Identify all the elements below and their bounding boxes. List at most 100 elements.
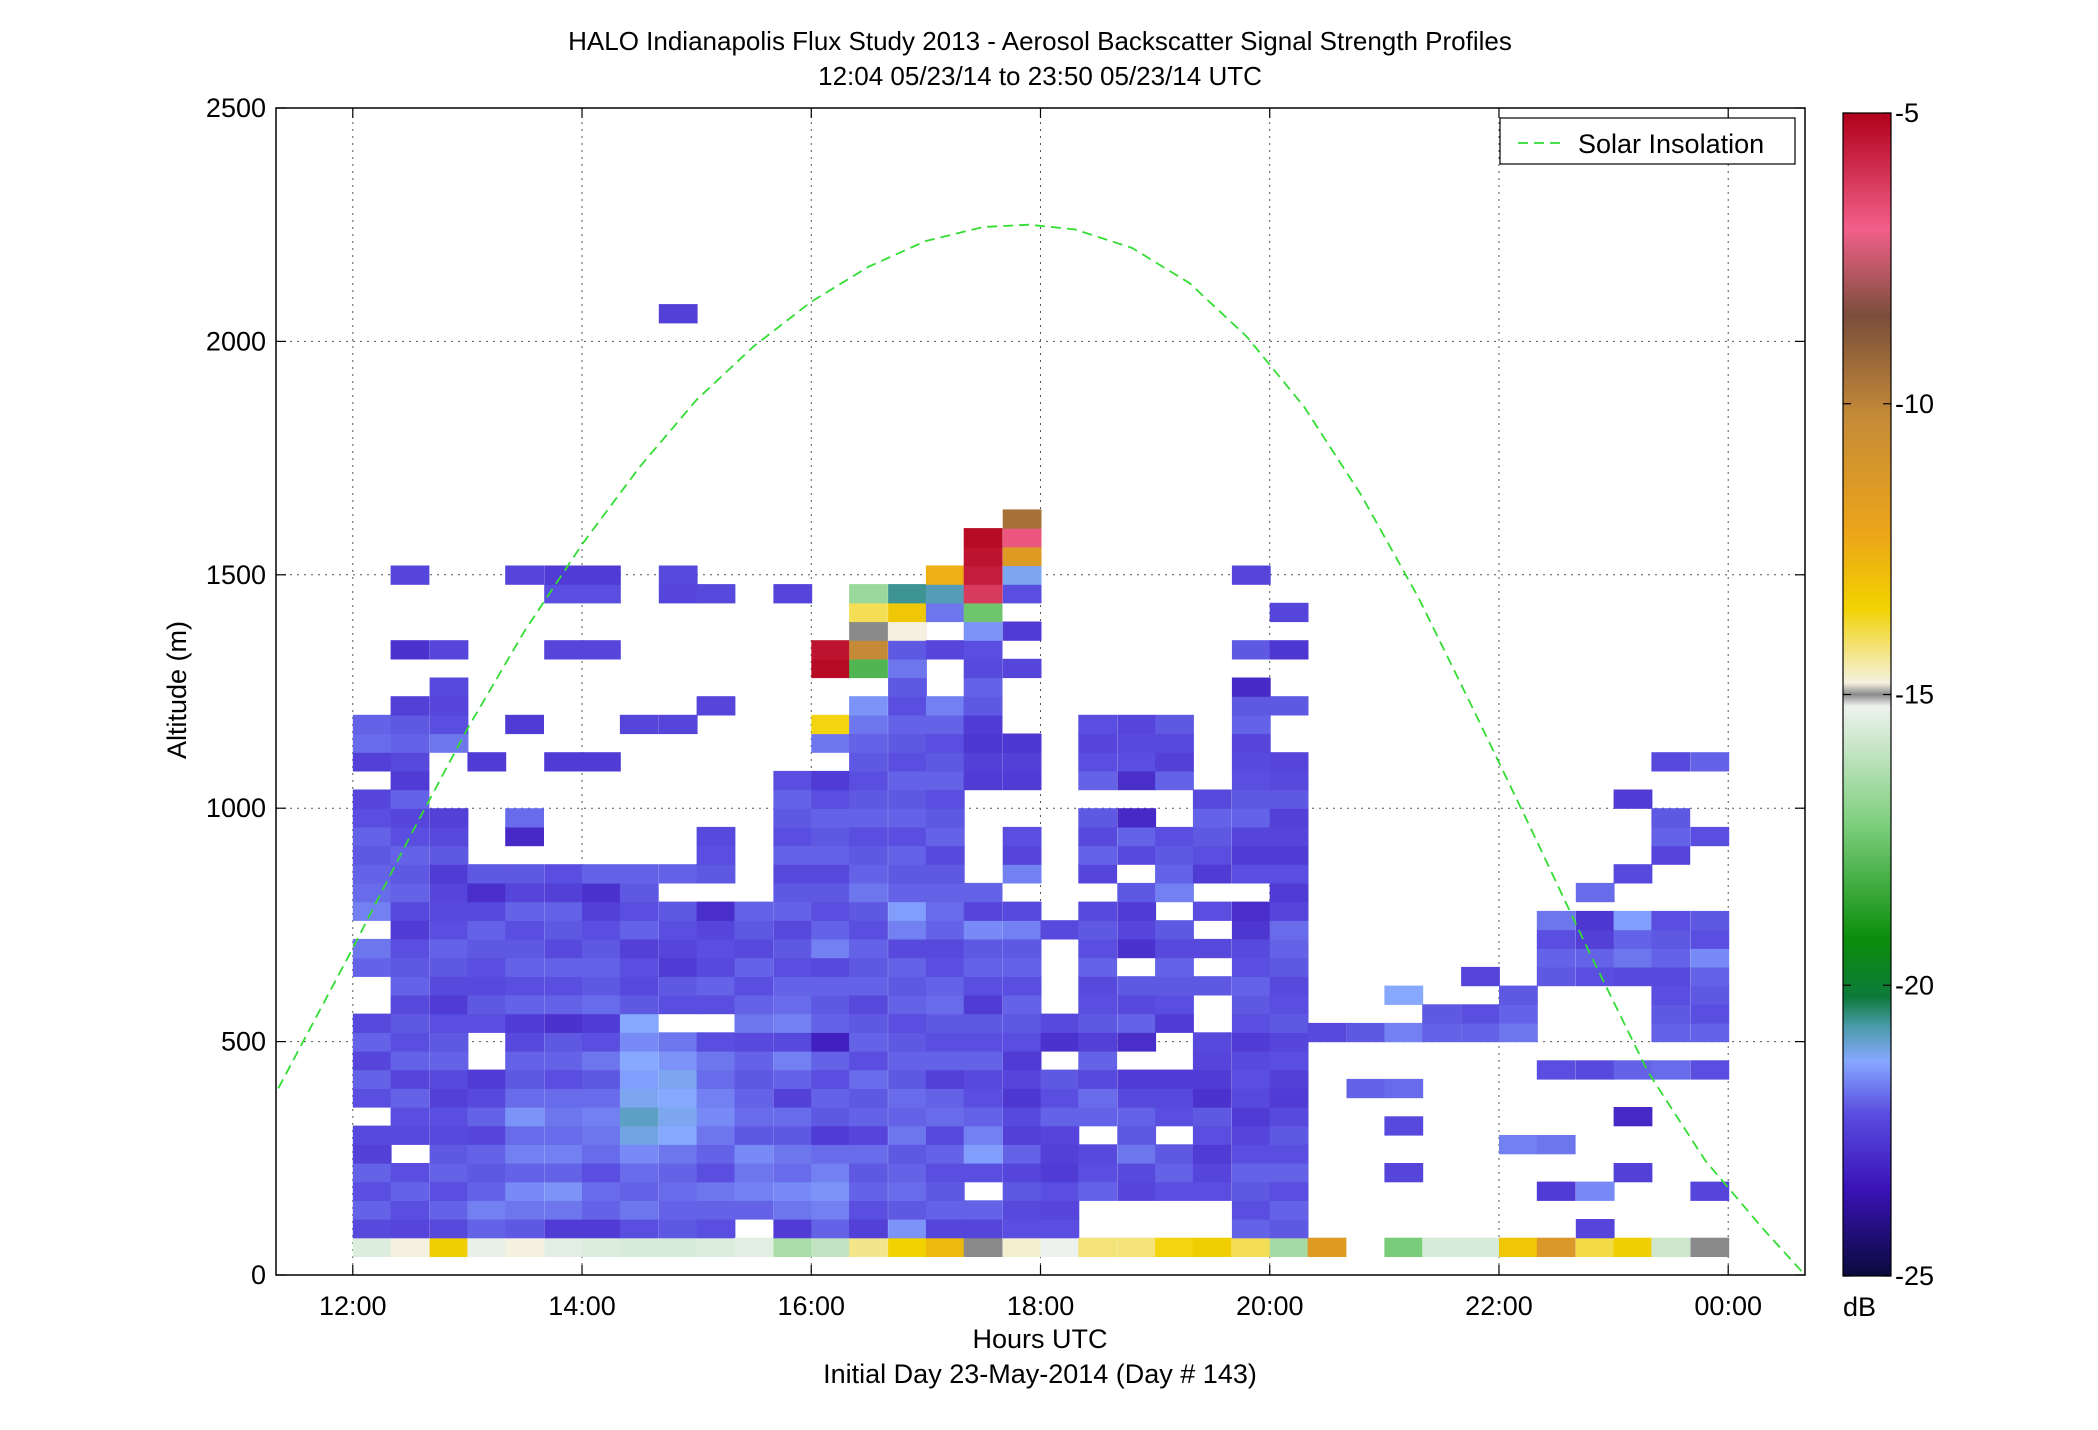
heatmap-cell (888, 658, 927, 679)
heatmap-cell (925, 602, 965, 623)
heatmap-cell (1575, 966, 1615, 987)
heatmap-cell (1575, 929, 1615, 949)
heatmap-cell (352, 1050, 392, 1071)
heatmap-cell (1002, 1069, 1042, 1089)
heatmap-cell (849, 957, 888, 977)
heatmap-cell (467, 1163, 507, 1183)
heatmap-cell (505, 1200, 544, 1220)
heatmap-cell (544, 1219, 583, 1239)
x-tick-label: 18:00 (1007, 1291, 1075, 1321)
heatmap-cell (582, 957, 621, 977)
heatmap-cell (352, 1219, 392, 1239)
heatmap-cell (1231, 1125, 1271, 1145)
heatmap-cell (1117, 1107, 1157, 1127)
heatmap-cell (1002, 976, 1042, 996)
heatmap-cell (811, 957, 851, 977)
heatmap-cell (390, 808, 430, 828)
heatmap-cell (1231, 901, 1271, 921)
heatmap-cell (925, 957, 965, 977)
heatmap-cell (352, 714, 392, 735)
heatmap-cell (505, 1013, 544, 1033)
heatmap-cell (888, 826, 927, 847)
heatmap-cell (505, 938, 544, 959)
heatmap-cell (1117, 882, 1157, 903)
heatmap-cell (1575, 1237, 1615, 1257)
heatmap-cell (1192, 1069, 1232, 1089)
heatmap-cell (505, 976, 544, 996)
heatmap-cell (352, 1032, 392, 1052)
heatmap-cell (1269, 957, 1309, 977)
heatmap-cell (773, 1050, 813, 1071)
heatmap-cell (582, 565, 621, 585)
heatmap-cell (888, 845, 927, 865)
heatmap-cell (505, 714, 544, 735)
heatmap-cell (849, 1144, 888, 1164)
heatmap-cell (1078, 752, 1118, 772)
heatmap-cell (1231, 808, 1271, 828)
heatmap-cell (1346, 1022, 1386, 1043)
y-tick-label: 0 (251, 1260, 266, 1290)
heatmap-cell (849, 1032, 888, 1052)
heatmap-cell (849, 901, 888, 921)
heatmap-cell (429, 976, 469, 996)
heatmap-cell (1002, 845, 1042, 865)
heatmap-cell (811, 1237, 851, 1257)
heatmap-cell (544, 640, 583, 660)
heatmap-cell (734, 1144, 774, 1164)
heatmap-cell (544, 920, 583, 940)
heatmap-cell (888, 1032, 927, 1052)
heatmap-cell (1651, 985, 1691, 1005)
chart-title: HALO Indianapolis Flux Study 2013 - Aero… (568, 26, 1512, 56)
heatmap-cell (429, 938, 469, 959)
heatmap-cell (1155, 1163, 1194, 1183)
heatmap-cell (1231, 1013, 1271, 1033)
heatmap-cell (658, 976, 698, 996)
heatmap-cell (888, 640, 927, 660)
heatmap-cell (1117, 826, 1157, 847)
heatmap-cell (467, 938, 507, 959)
heatmap-cell (734, 1107, 774, 1127)
heatmap-cell (1536, 948, 1576, 968)
heatmap-cell (696, 1032, 736, 1052)
heatmap-cell (696, 1144, 736, 1164)
heatmap-cell (811, 1013, 851, 1033)
heatmap-cell (925, 733, 965, 753)
heatmap-cell (1269, 1181, 1309, 1201)
heatmap-cell (544, 584, 583, 604)
heatmap-cell (467, 1144, 507, 1164)
heatmap-cell (849, 640, 888, 660)
heatmap-cell (1231, 1200, 1271, 1220)
heatmap-cell (1269, 1125, 1309, 1145)
heatmap-cell (390, 976, 430, 996)
heatmap-cell (1155, 938, 1194, 959)
heatmap-cell (1002, 994, 1042, 1015)
solar-insolation-line (277, 223, 1806, 1276)
heatmap-cell (963, 621, 1003, 641)
heatmap-cell (888, 1200, 927, 1220)
heatmap-cell (1231, 733, 1271, 753)
heatmap-cell (696, 845, 736, 865)
heatmap-cell (1002, 920, 1042, 940)
heatmap-cell (696, 584, 736, 604)
heatmap-cell (1231, 1032, 1271, 1052)
heatmap-cell (1117, 1032, 1157, 1052)
heatmap-cell (1002, 546, 1042, 567)
heatmap-cell (773, 1069, 813, 1089)
heatmap-cell (505, 1107, 544, 1127)
heatmap-cell (619, 1200, 659, 1220)
heatmap-cell (582, 1050, 621, 1071)
heatmap-cell (925, 901, 965, 921)
heatmap-cell (429, 1125, 469, 1145)
heatmap-cell (1651, 1004, 1691, 1024)
heatmap-cell (849, 752, 888, 772)
heatmap-cell (429, 1181, 469, 1201)
heatmap-cell (1002, 509, 1042, 529)
heatmap-cell (1117, 733, 1157, 753)
heatmap-cell (1002, 1088, 1042, 1108)
heatmap-cell (773, 1088, 813, 1108)
heatmap-cell (1346, 1078, 1386, 1099)
heatmap-cell (849, 1013, 888, 1033)
heatmap-cell (352, 1237, 392, 1257)
y-tick-label: 1500 (206, 560, 266, 590)
heatmap-cell (925, 1219, 965, 1239)
